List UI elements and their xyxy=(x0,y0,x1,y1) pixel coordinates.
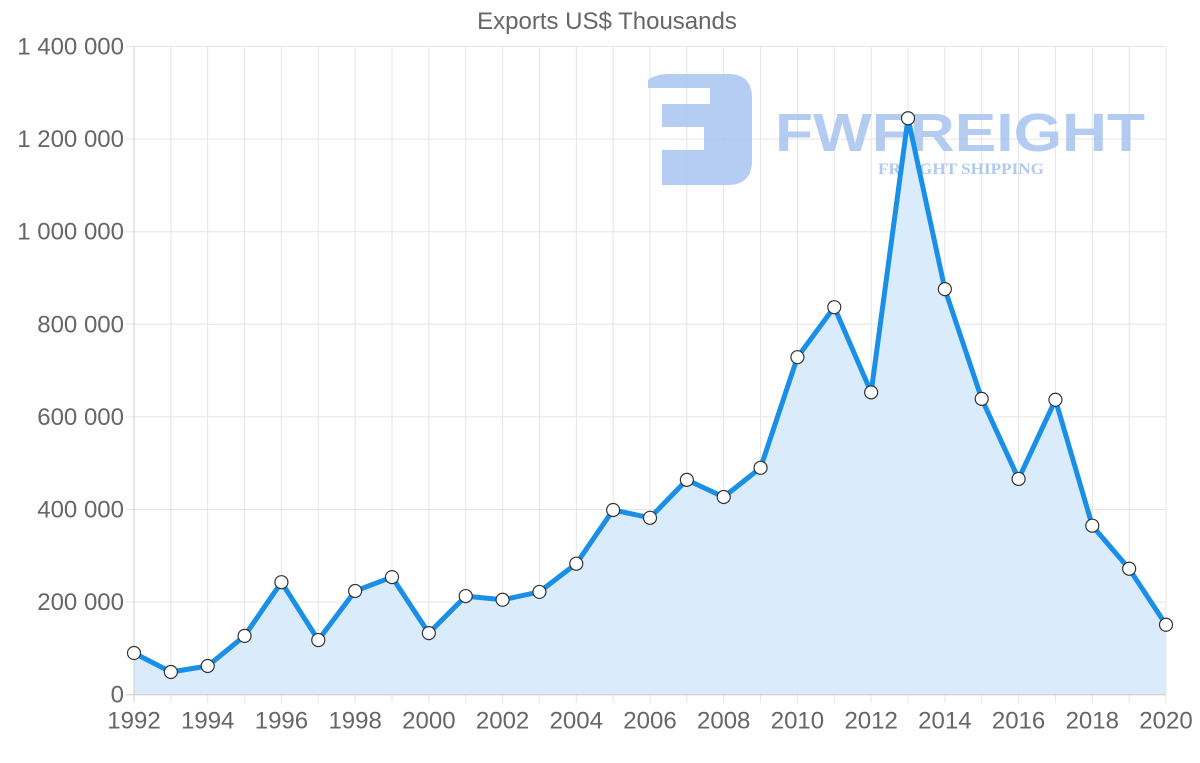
x-tick-label: 1994 xyxy=(181,708,234,735)
data-point-marker[interactable] xyxy=(937,282,952,297)
x-axis-labels: 1992 1994 1996 1998 2000 2002 2004 2006 2008 2010… xyxy=(107,708,1192,735)
data-point-marker[interactable] xyxy=(753,460,768,475)
x-tick-label: 2014 xyxy=(918,708,971,735)
data-point-marker[interactable] xyxy=(311,632,326,648)
data-point-marker[interactable] xyxy=(1048,392,1063,407)
data-point-marker[interactable] xyxy=(790,350,805,365)
data-point-marker[interactable] xyxy=(1011,471,1026,487)
y-tick-label: 1 000 000 xyxy=(17,219,124,246)
y-tick-label: 0 xyxy=(111,682,124,709)
data-point-marker[interactable] xyxy=(274,575,289,590)
y-axis-labels: 0 200 000 400 000 600 000 800 000 1 000 000 1 … xyxy=(17,34,124,709)
x-tick-label: 2020 xyxy=(1139,708,1192,735)
data-point-marker[interactable] xyxy=(606,502,621,518)
watermark-brand: FWFREIGHT xyxy=(775,103,1145,163)
data-point-marker[interactable] xyxy=(642,510,658,525)
data-point-marker[interactable] xyxy=(864,385,879,400)
fwfreight-watermark-logo: FWFREIGHT FREIGHT SHIPPING xyxy=(648,74,1145,185)
x-tick-label: 2010 xyxy=(771,708,824,735)
data-point-marker[interactable] xyxy=(679,472,694,487)
data-point-marker[interactable] xyxy=(200,658,215,674)
y-tick-label: 1 400 000 xyxy=(17,34,124,61)
x-tick-label: 2016 xyxy=(992,708,1045,735)
y-tick-label: 800 000 xyxy=(37,311,124,338)
data-points xyxy=(126,111,1174,680)
y-tick-label: 600 000 xyxy=(37,404,124,431)
data-point-marker[interactable] xyxy=(163,664,178,680)
data-point-marker[interactable] xyxy=(421,626,436,641)
x-tick-label: 1996 xyxy=(255,708,308,735)
chart-title: Exports US$ Thousands xyxy=(477,8,737,35)
data-point-marker[interactable] xyxy=(1085,518,1100,533)
x-tick-label: 2006 xyxy=(623,708,676,735)
x-tick-label: 2002 xyxy=(476,708,529,735)
data-point-marker[interactable] xyxy=(974,391,989,406)
data-point-marker[interactable] xyxy=(348,583,363,599)
x-tick-label: 2000 xyxy=(402,708,455,735)
x-tick-label: 2004 xyxy=(550,708,603,735)
data-point-marker[interactable] xyxy=(532,584,547,600)
y-tick-label: 1 200 000 xyxy=(17,126,124,153)
data-point-marker[interactable] xyxy=(384,569,400,585)
x-tick-label: 2018 xyxy=(1066,708,1119,735)
data-point-marker[interactable] xyxy=(495,592,510,607)
data-point-marker[interactable] xyxy=(900,111,916,126)
area-fill xyxy=(134,118,1166,695)
data-point-marker[interactable] xyxy=(1122,561,1137,576)
data-point-marker[interactable] xyxy=(1158,617,1174,632)
axes xyxy=(126,46,1166,703)
y-tick-label: 400 000 xyxy=(37,497,124,524)
x-tick-label: 1998 xyxy=(328,708,381,735)
logo-icon xyxy=(648,74,752,185)
x-tick-label: 2008 xyxy=(697,708,750,735)
data-point-marker[interactable] xyxy=(458,588,473,604)
y-tick-label: 200 000 xyxy=(37,589,124,616)
data-point-marker[interactable] xyxy=(716,489,731,505)
x-tick-label: 2012 xyxy=(844,708,897,735)
x-tick-label: 1992 xyxy=(107,708,160,735)
data-point-marker[interactable] xyxy=(569,556,584,571)
data-point-marker[interactable] xyxy=(126,645,142,661)
data-point-marker[interactable] xyxy=(827,300,842,315)
data-point-marker[interactable] xyxy=(237,628,252,643)
